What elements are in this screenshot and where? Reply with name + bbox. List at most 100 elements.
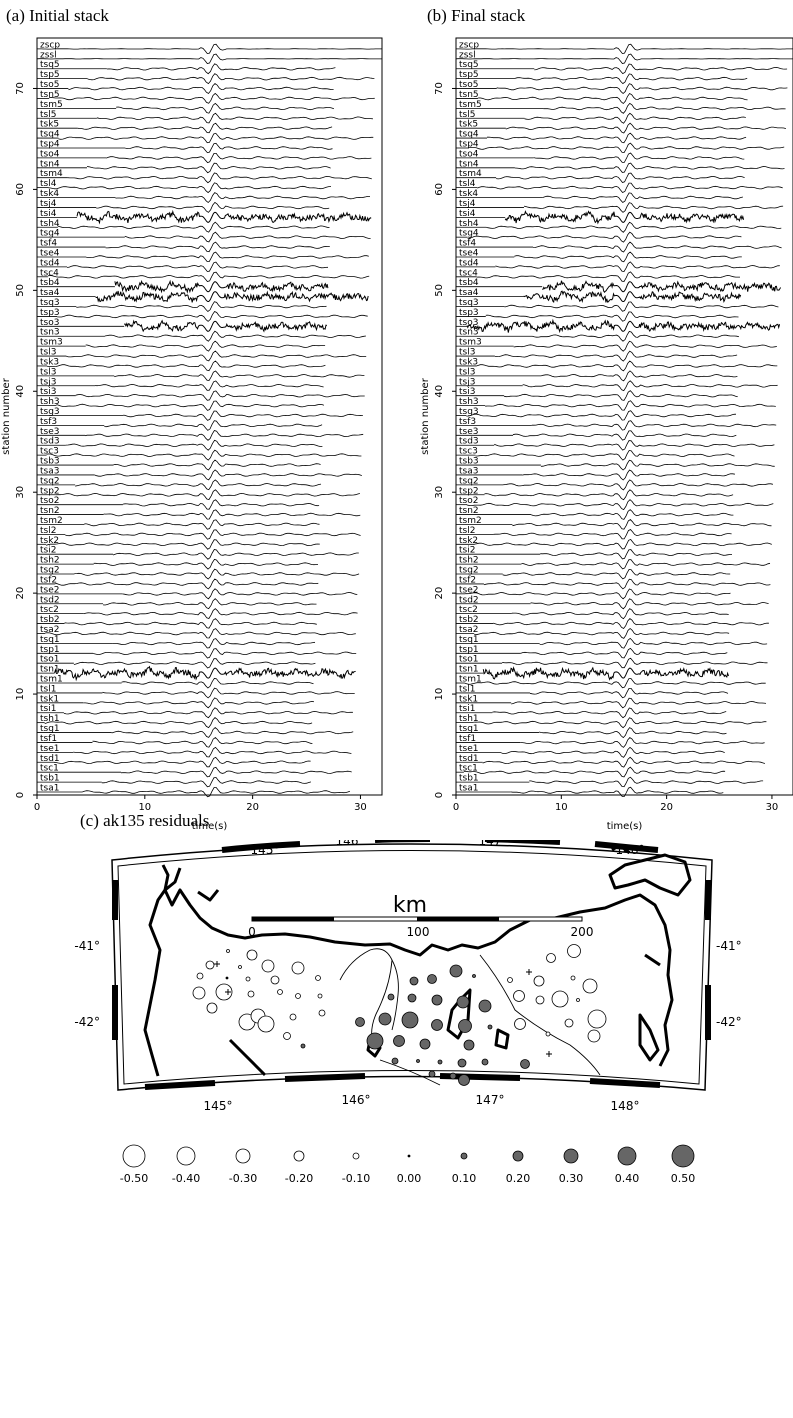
a-station-label: tsq2 [40,476,60,486]
a-station-label: tsb4 [40,278,60,288]
legend-label: 0.20 [506,1172,531,1185]
scale-title: km [393,893,427,918]
a-xtick-label: 0 [34,802,40,813]
a-trace [65,529,361,540]
rivers [339,948,601,1086]
b-trace [541,370,738,382]
b-station-label: tsd2 [459,595,479,605]
b-station-label: tsh3 [459,397,479,407]
a-station-label: tsd4 [40,258,60,268]
b-station-label: tsi1 [459,704,475,714]
a-station-label: tsf2 [40,575,57,585]
lon-bottom-147: 147° [476,1093,505,1107]
b-xtick-label: 30 [766,802,779,813]
a-ytick-label: 10 [15,688,26,701]
b-trace [474,539,772,550]
b-station-label: tsg2 [459,566,479,576]
a-ylabel: station number [1,377,12,455]
a-trace [66,350,367,362]
residual-markers [192,944,607,1086]
a-trace [84,519,320,530]
a-xtick-label: 20 [246,802,259,813]
legend-label: -0.20 [285,1172,313,1185]
lon-top-145: 145° [251,843,280,857]
lat-left-42: -42° [74,1015,100,1029]
b-station-label: tsd3 [459,437,479,447]
a-trace [122,499,320,510]
panel-b-title: (b) Final stack [427,6,526,25]
a-ytick-label: 40 [15,385,26,398]
b-station-label: tsn1 [459,665,479,675]
b-station-label: tsf2 [459,575,476,585]
a-trace [57,310,368,322]
a-station-label: tsi3 [40,387,56,397]
a-trace [123,319,328,333]
a-station-label: tsh2 [40,556,60,566]
b-station-label: tsm1 [459,675,482,685]
a-station-label: tsl2 [40,526,56,536]
a-station-label: tsm4 [40,169,63,179]
a-station-label: tsh4 [40,219,60,229]
b-ytick-label: 50 [434,284,445,297]
frame-ticks [112,840,711,1090]
a-trace [123,410,363,421]
a-station-label: tso4 [40,149,60,159]
b-trace [505,122,787,134]
b-trace [495,261,780,273]
a-station-label: tsi2 [40,546,56,556]
b-trace [502,657,768,669]
b-ytick-label: 20 [434,587,445,600]
b-trace [473,717,767,729]
b-station-label: tsk2 [459,536,478,546]
legend-marker [460,1152,468,1160]
a-station-label: tsm2 [40,516,63,526]
a-trace [45,539,320,550]
b-station-label: tsn5 [459,90,479,100]
a-trace [120,766,352,778]
a-trace [48,182,331,194]
a-station-label: tsk1 [40,694,59,704]
a-ytick-label: 30 [15,486,26,499]
a-trace [45,628,356,639]
a-trace [103,509,361,520]
a-station-label: tsq1 [40,635,60,645]
a-station-label: tsl3 [40,367,56,377]
a-trace [106,153,372,164]
a-trace [85,430,364,441]
a-trace [82,787,351,798]
b-trace [514,251,742,263]
a-trace [74,568,360,580]
a-station-label: tsb2 [40,615,60,625]
a-trace [93,558,319,570]
b-trace [475,360,778,372]
b-trace [476,271,740,282]
b-trace [523,202,784,213]
b-trace [514,162,785,173]
b-trace [485,400,776,411]
b-trace [486,132,747,144]
b-station-label: tsq3 [459,298,479,308]
b-trace [502,568,731,580]
b-station-label: tsb2 [459,615,479,625]
b-trace [534,63,788,75]
a-station-label: tso5 [40,80,59,90]
a-station-label: tse2 [40,585,59,595]
b-trace [482,666,729,681]
a-trace [125,142,333,154]
b-trace [504,210,745,225]
initial-stack-plot: 0 10 20 30 time(s) 0 10 20 30 40 50 60 70 station num… [1,37,383,832]
legend-marker [563,1148,579,1164]
a-trace [124,231,371,243]
b-station-label: tse2 [459,585,478,595]
b-station-label: tsi3 [459,387,475,397]
a-station-label: tsl5 [40,110,56,120]
legend-label: 0.50 [671,1172,696,1185]
a-trace [94,380,324,391]
b-station-label: tsk4 [459,189,478,199]
legend-marker [176,1146,196,1166]
b-ylabel: station number [420,377,431,455]
a-trace [112,638,316,649]
b-trace [496,172,745,183]
lon-bottom-148: 148° [611,1099,640,1113]
b-ytick-label: 0 [434,792,445,798]
